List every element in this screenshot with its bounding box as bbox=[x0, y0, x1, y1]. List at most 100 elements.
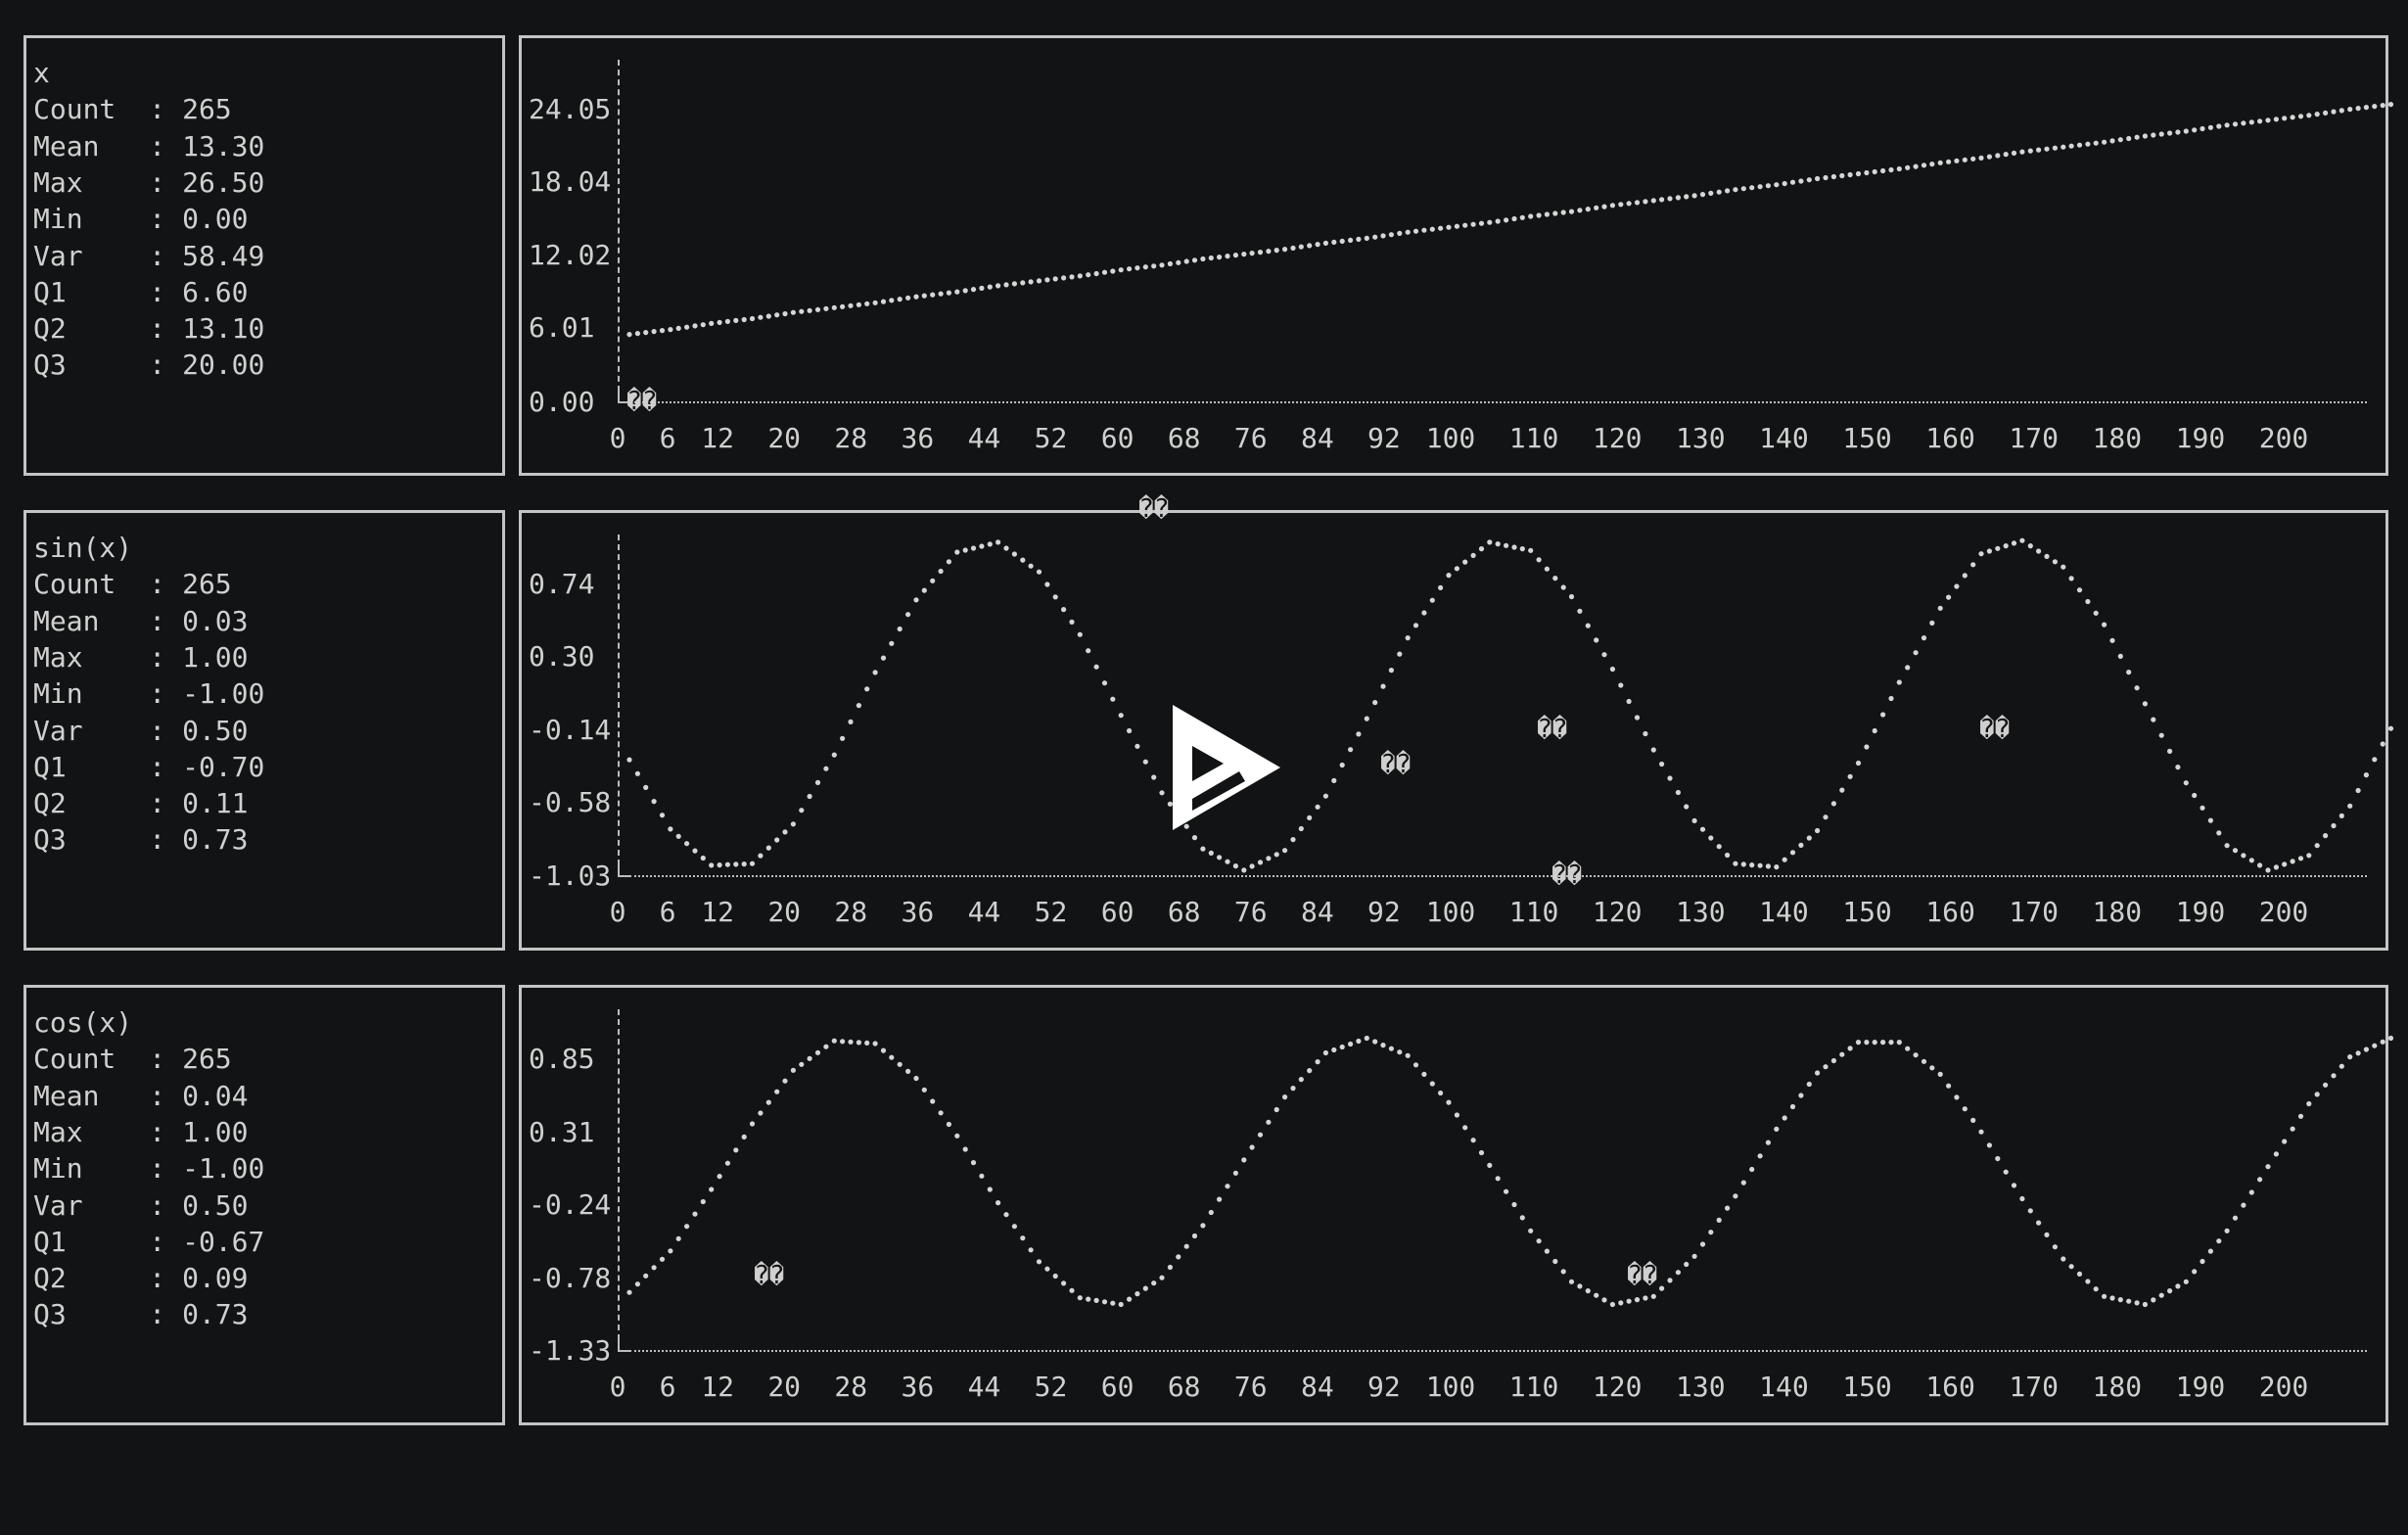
x-tick-label: 52 bbox=[1034, 896, 1068, 928]
stats-title: sin(x) bbox=[33, 532, 133, 564]
x-tick-label: 28 bbox=[834, 896, 868, 928]
x-tick-label: 68 bbox=[1167, 422, 1201, 454]
stat-separator: : bbox=[149, 1115, 166, 1148]
stat-label: Var bbox=[33, 1188, 83, 1222]
replacement-glyph: �� bbox=[1979, 715, 2011, 744]
x-tick-label: 130 bbox=[1676, 896, 1726, 928]
x-tick-label: 130 bbox=[1676, 1371, 1726, 1403]
x-tick-label: 28 bbox=[834, 1371, 868, 1403]
x-tick-label: 100 bbox=[1425, 896, 1476, 928]
stat-label: Max bbox=[33, 165, 83, 199]
replacement-glyph: �� bbox=[1627, 1261, 1658, 1290]
x-tick-label: 12 bbox=[701, 1371, 734, 1403]
x-tick-label: 110 bbox=[1508, 896, 1559, 928]
y-axis bbox=[618, 535, 620, 865]
stat-separator: : bbox=[149, 787, 166, 820]
y-tick-label: -0.24 bbox=[529, 1188, 612, 1221]
x-tick-label: 120 bbox=[1592, 422, 1643, 454]
stat-value: 0.73 bbox=[182, 1298, 249, 1331]
stat-separator: : bbox=[149, 129, 166, 163]
x-tick-label: 36 bbox=[901, 896, 935, 928]
x-tick-label: 170 bbox=[2009, 422, 2059, 454]
replacement-glyph: �� bbox=[754, 1261, 785, 1290]
x-tick-label: 76 bbox=[1233, 422, 1268, 454]
stat-value: 0.50 bbox=[182, 1188, 249, 1222]
stat-separator: : bbox=[149, 714, 166, 747]
x-tick-label: 92 bbox=[1367, 1371, 1401, 1403]
x-tick-label: 84 bbox=[1300, 1371, 1334, 1403]
x-tick-label: 60 bbox=[1100, 1371, 1135, 1403]
stat-value: 0.04 bbox=[182, 1079, 249, 1112]
stat-value: 0.50 bbox=[182, 714, 249, 747]
axis-corner bbox=[618, 392, 629, 403]
stat-separator: : bbox=[149, 1298, 166, 1331]
stat-separator: : bbox=[149, 640, 166, 674]
x-tick-label: 6 bbox=[659, 422, 676, 454]
data-point bbox=[2387, 725, 2394, 731]
y-tick-label: 0.74 bbox=[529, 568, 595, 600]
stat-separator: : bbox=[149, 312, 166, 346]
x-tick-label: 76 bbox=[1233, 896, 1268, 928]
stat-value: 265 bbox=[182, 568, 232, 601]
replacement-glyph: �� bbox=[1380, 750, 1412, 779]
x-tick-label: 68 bbox=[1167, 1371, 1201, 1403]
x-tick-label: 100 bbox=[1425, 422, 1476, 454]
y-tick-label: -0.14 bbox=[529, 714, 612, 746]
stats-panel bbox=[23, 510, 505, 951]
stat-label: Min bbox=[33, 677, 83, 711]
y-axis bbox=[618, 1009, 620, 1340]
y-tick-label: -1.03 bbox=[529, 860, 612, 892]
stat-label: Min bbox=[33, 1152, 83, 1186]
x-tick-label: 180 bbox=[2092, 422, 2143, 454]
stat-label: Count bbox=[33, 568, 116, 601]
y-tick-label: 24.05 bbox=[529, 93, 612, 125]
stat-separator: : bbox=[149, 1262, 166, 1295]
y-tick-label: 0.00 bbox=[529, 386, 595, 418]
x-tick-label: 52 bbox=[1034, 1371, 1068, 1403]
x-tick-label: 60 bbox=[1100, 422, 1135, 454]
y-tick-label: 6.01 bbox=[529, 311, 595, 344]
stat-label: Mean bbox=[33, 604, 100, 637]
stat-separator: : bbox=[149, 239, 166, 272]
play-button[interactable] bbox=[1155, 697, 1292, 834]
x-tick-label: 52 bbox=[1034, 422, 1068, 454]
x-tick-label: 6 bbox=[659, 896, 676, 928]
x-tick-label: 92 bbox=[1367, 896, 1401, 928]
stat-separator: : bbox=[149, 1043, 166, 1076]
stat-label: Q3 bbox=[33, 823, 67, 857]
x-tick-label: 130 bbox=[1676, 422, 1726, 454]
stat-separator: : bbox=[149, 203, 166, 236]
y-tick-label: 18.04 bbox=[529, 165, 612, 198]
x-axis bbox=[629, 401, 2367, 403]
x-tick-label: 0 bbox=[609, 422, 626, 454]
play-icon bbox=[1173, 705, 1280, 830]
stat-value: 0.00 bbox=[182, 203, 249, 236]
stat-value: 265 bbox=[182, 93, 232, 126]
x-tick-label: 36 bbox=[901, 422, 935, 454]
stat-separator: : bbox=[149, 275, 166, 308]
x-tick-label: 120 bbox=[1592, 896, 1643, 928]
stat-label: Var bbox=[33, 239, 83, 272]
x-tick-label: 190 bbox=[2175, 1371, 2226, 1403]
stat-separator: : bbox=[149, 1079, 166, 1112]
stats-title: cos(x) bbox=[33, 1006, 133, 1039]
stat-label: Mean bbox=[33, 129, 100, 163]
stats-panel bbox=[23, 35, 505, 476]
x-tick-label: 200 bbox=[2258, 896, 2309, 928]
replacement-glyph: �� bbox=[1551, 861, 1583, 890]
x-tick-label: 44 bbox=[967, 896, 1001, 928]
data-point bbox=[2387, 102, 2394, 108]
x-tick-label: 180 bbox=[2092, 896, 2143, 928]
stat-value: -0.70 bbox=[182, 750, 265, 783]
x-tick-label: 44 bbox=[967, 1371, 1001, 1403]
x-tick-label: 84 bbox=[1300, 422, 1334, 454]
x-tick-label: 150 bbox=[1842, 896, 1892, 928]
y-tick-label: -0.78 bbox=[529, 1262, 612, 1294]
stat-separator: : bbox=[149, 568, 166, 601]
stat-value: 1.00 bbox=[182, 1115, 249, 1148]
x-tick-label: 36 bbox=[901, 1371, 935, 1403]
stat-value: 13.30 bbox=[182, 129, 265, 163]
x-tick-label: 180 bbox=[2092, 1371, 2143, 1403]
x-tick-label: 76 bbox=[1233, 1371, 1268, 1403]
stat-label: Max bbox=[33, 640, 83, 674]
